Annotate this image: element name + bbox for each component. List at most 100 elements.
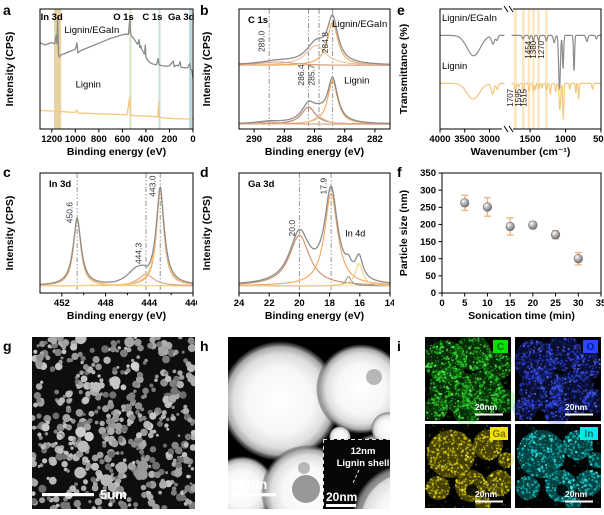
eds-scale-bar	[565, 413, 593, 416]
svg-text:Lignin: Lignin	[344, 75, 369, 86]
panel-f: f 0 50 100 150 200 250 300 350 0 5 10 15 20 25 30 35 Son…	[394, 164, 604, 324]
panel-d: d 20.0 17.9 In 4d Ga 3d 24 22 20 18 16 14 Binding …	[197, 164, 396, 324]
svg-text:22: 22	[264, 298, 275, 309]
svg-text:Lignin shell: Lignin shell	[337, 458, 390, 469]
svg-text:4000: 4000	[429, 134, 450, 145]
svg-text:1000: 1000	[555, 134, 576, 145]
xps-survey-chart: Lignin/EGaIn Lignin In 3d O 1s C 1s Ga 3d 1200…	[0, 2, 197, 162]
svg-text:1707: 1707	[506, 88, 515, 106]
eds-scale-bar	[565, 500, 593, 503]
svg-text:14: 14	[385, 298, 394, 309]
ga3d-spectrum-chart: 20.0 17.9 In 4d Ga 3d 24 22 20 18 16 14 Binding en…	[197, 164, 396, 324]
svg-text:285.7: 285.7	[307, 64, 317, 86]
panel-e-label: e	[397, 2, 405, 18]
eds-scale-bar	[475, 413, 503, 416]
svg-text:20: 20	[294, 298, 305, 309]
eds-scale-bar	[475, 500, 503, 503]
svg-text:Intensity (CPS): Intensity (CPS)	[201, 196, 213, 271]
svg-text:15: 15	[505, 298, 516, 309]
svg-text:Lignin/EGaIn: Lignin/EGaIn	[64, 25, 119, 36]
svg-text:35: 35	[596, 298, 604, 309]
panel-a: a Lignin/EGaIn Lignin In 3d O 1s C 1s Ga 3d 12…	[0, 2, 197, 162]
svg-text:443.0: 443.0	[148, 175, 158, 197]
svg-text:25: 25	[550, 298, 561, 309]
svg-text:50nm: 50nm	[232, 477, 267, 492]
element-label-box	[493, 340, 508, 353]
in3d-spectrum-chart: 450.6 444.3 443.0 In 3d 452 448 444 440 Binding …	[0, 164, 201, 324]
svg-text:444: 444	[141, 298, 158, 309]
svg-text:284: 284	[337, 134, 354, 145]
svg-text:250: 250	[420, 202, 436, 213]
svg-text:100: 100	[420, 254, 436, 265]
svg-text:C 1s: C 1s	[142, 12, 162, 23]
svg-text:C 1s: C 1s	[248, 15, 268, 26]
svg-text:5um: 5um	[100, 487, 127, 502]
element-label-box	[490, 427, 508, 440]
svg-text:1515: 1515	[520, 88, 529, 106]
svg-text:10: 10	[482, 298, 493, 309]
svg-text:20nm: 20nm	[326, 490, 357, 504]
svg-text:Binding energy (eV): Binding energy (eV)	[67, 310, 166, 322]
svg-text:O: O	[587, 342, 595, 353]
svg-text:Wavenumber (cm⁻¹): Wavenumber (cm⁻¹)	[471, 146, 571, 158]
sem-scale-bar	[42, 493, 94, 497]
svg-text:Ga 3d: Ga 3d	[168, 12, 195, 23]
svg-text:452: 452	[54, 298, 70, 309]
svg-text:450.6: 450.6	[65, 202, 75, 224]
svg-text:0: 0	[431, 288, 436, 299]
tem-image: 12nm Lignin shell 20nm 50nm	[209, 337, 467, 515]
svg-text:1595: 1595	[514, 88, 523, 106]
svg-text:Transmittance (%): Transmittance (%)	[398, 24, 410, 114]
svg-text:284.8: 284.8	[320, 32, 330, 54]
svg-text:286.4: 286.4	[296, 64, 306, 86]
svg-text:300: 300	[420, 185, 436, 196]
svg-text:In 4d: In 4d	[345, 229, 365, 239]
svg-text:30: 30	[573, 298, 584, 309]
svg-text:20nm: 20nm	[475, 489, 498, 499]
panel-f-label: f	[397, 164, 402, 180]
panel-e: e Lignin/EGaIn Lignin 1454 1380 1270 1707 1595…	[394, 2, 604, 162]
svg-text:290: 290	[246, 134, 262, 145]
svg-text:500: 500	[593, 134, 604, 145]
svg-text:5: 5	[462, 298, 468, 309]
svg-text:16: 16	[355, 298, 366, 309]
panel-h-label: h	[200, 338, 209, 354]
svg-text:In 3d: In 3d	[41, 12, 63, 23]
svg-text:150: 150	[420, 237, 436, 248]
svg-text:289.0: 289.0	[257, 30, 267, 52]
element-label-box	[580, 427, 598, 440]
svg-text:Intensity (CPS): Intensity (CPS)	[4, 196, 16, 271]
svg-text:448: 448	[98, 298, 114, 309]
panel-i: i C 20nm O 20nm Ga 20nm In 20nm	[394, 334, 604, 514]
svg-text:Ga: Ga	[492, 429, 506, 440]
tem-scale-bar	[232, 493, 276, 497]
svg-text:444.3: 444.3	[134, 242, 144, 264]
svg-text:200: 200	[162, 134, 178, 145]
panel-a-label: a	[3, 2, 11, 18]
svg-text:200: 200	[420, 220, 436, 231]
panel-c-label: c	[3, 164, 11, 180]
panel-c: c 450.6 444.3 443.0 In 3d 452 448 444 440 Bindin…	[0, 164, 201, 324]
svg-text:3000: 3000	[479, 134, 500, 145]
svg-text:24: 24	[234, 298, 245, 309]
svg-text:Particle size (nm): Particle size (nm)	[398, 190, 410, 276]
svg-text:Lignin/EGaIn: Lignin/EGaIn	[332, 19, 387, 30]
svg-text:350: 350	[420, 168, 436, 179]
svg-text:0: 0	[439, 298, 444, 309]
svg-text:1000: 1000	[65, 134, 86, 145]
panel-b: b Lignin/EGaIn Lignin 289.0 286.4 285.7 284.8…	[197, 2, 394, 162]
svg-text:440: 440	[185, 298, 197, 309]
svg-text:1270: 1270	[537, 40, 546, 58]
eds-element-maps: C 20nm O 20nm Ga 20nm In 20nm	[423, 335, 604, 512]
svg-text:1380: 1380	[529, 40, 538, 58]
element-label-box	[583, 340, 598, 353]
panel-g: g 5um	[0, 332, 199, 514]
svg-text:Intensity (CPS): Intensity (CPS)	[4, 32, 16, 107]
ftir-spectrum-chart: Lignin/EGaIn Lignin 1454 1380 1270 1707 1595 15…	[394, 2, 604, 162]
svg-text:1500: 1500	[520, 134, 541, 145]
svg-text:Binding energy (eV): Binding energy (eV)	[265, 310, 364, 322]
panel-d-label: d	[200, 164, 209, 180]
c1s-spectrum-chart: Lignin/EGaIn Lignin 289.0 286.4 285.7 284.8 C …	[197, 2, 394, 162]
svg-text:286: 286	[307, 134, 323, 145]
